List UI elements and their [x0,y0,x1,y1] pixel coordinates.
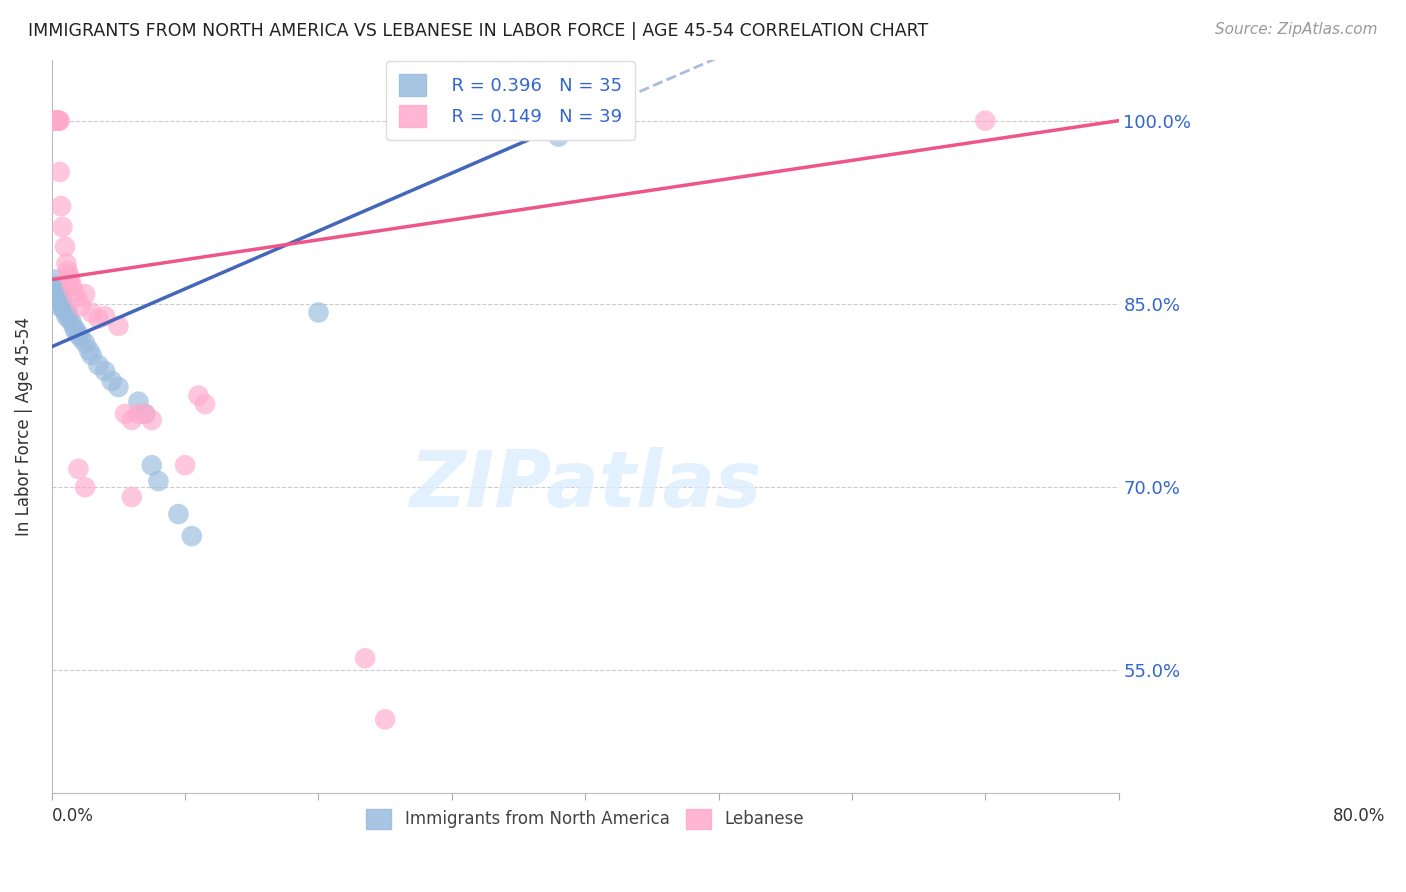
Point [48,287,70,301]
Point [58,268,80,283]
Point [134,407,156,421]
Point [60,315,83,329]
Point [121,490,143,504]
Point [51,297,73,311]
Point [67,327,90,342]
Point [58,311,80,326]
Point [55,309,77,323]
Point [75,480,97,494]
Point [180,529,202,543]
Text: 80.0%: 80.0% [1333,807,1385,825]
Point [94,309,117,323]
Point [134,407,156,421]
Point [56,264,79,278]
Point [46,113,69,128]
Point [194,397,217,411]
Point [46,291,69,305]
Point [48,299,70,313]
Point [46,278,69,293]
Point [75,336,97,351]
Point [63,285,86,299]
Point [77,343,100,358]
Point [107,380,129,394]
Point [59,272,82,286]
Point [308,305,330,319]
Point [94,364,117,378]
Y-axis label: In Labor Force | Age 45-54: In Labor Force | Age 45-54 [15,317,32,535]
Point [374,712,396,726]
Text: 0.0%: 0.0% [52,807,94,825]
Point [114,407,136,421]
Point [55,257,77,271]
Point [48,113,70,128]
Point [66,291,89,305]
Point [51,219,73,234]
Point [80,305,103,319]
Point [974,113,997,128]
Point [100,374,122,388]
Point [141,458,163,473]
Point [48,113,70,128]
Point [45,287,67,301]
Point [45,272,67,286]
Point [48,165,70,179]
Point [174,458,197,473]
Point [60,278,83,293]
Point [53,239,76,253]
Text: ZIPatlas: ZIPatlas [409,447,761,523]
Point [121,413,143,427]
Point [46,113,69,128]
Point [65,324,87,338]
Point [48,294,70,309]
Point [53,303,76,318]
Point [80,348,103,362]
Point [45,113,67,128]
Point [167,507,190,521]
Point [63,321,86,335]
Point [141,413,163,427]
Point [49,199,72,213]
Point [67,462,90,476]
Point [45,113,67,128]
Point [547,129,569,144]
Point [87,358,110,372]
Text: IMMIGRANTS FROM NORTH AMERICA VS LEBANESE IN LABOR FORCE | AGE 45-54 CORRELATION: IMMIGRANTS FROM NORTH AMERICA VS LEBANES… [28,22,928,40]
Point [354,651,377,665]
Point [107,318,129,333]
Point [127,407,149,421]
Point [70,331,93,345]
Point [48,113,70,128]
Point [127,394,149,409]
Point [52,303,75,318]
Point [148,474,170,488]
Point [87,311,110,326]
Point [70,299,93,313]
Point [44,113,66,128]
Point [48,282,70,296]
Point [187,388,209,402]
Point [49,291,72,305]
Point [56,305,79,319]
Point [75,287,97,301]
Text: Source: ZipAtlas.com: Source: ZipAtlas.com [1215,22,1378,37]
Legend: Immigrants from North America, Lebanese: Immigrants from North America, Lebanese [360,802,811,836]
